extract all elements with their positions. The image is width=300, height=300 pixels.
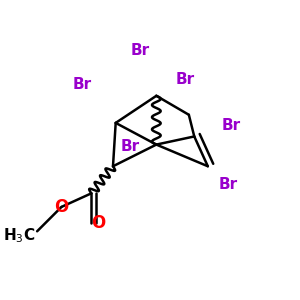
Text: Br: Br — [175, 72, 194, 87]
Text: H$_3$C: H$_3$C — [3, 226, 36, 245]
Text: Br: Br — [72, 77, 91, 92]
Text: Br: Br — [121, 139, 140, 154]
Text: Br: Br — [219, 177, 238, 192]
Text: O: O — [54, 198, 69, 216]
Text: O: O — [91, 214, 105, 232]
Text: Br: Br — [130, 43, 150, 58]
Text: Br: Br — [221, 118, 241, 133]
